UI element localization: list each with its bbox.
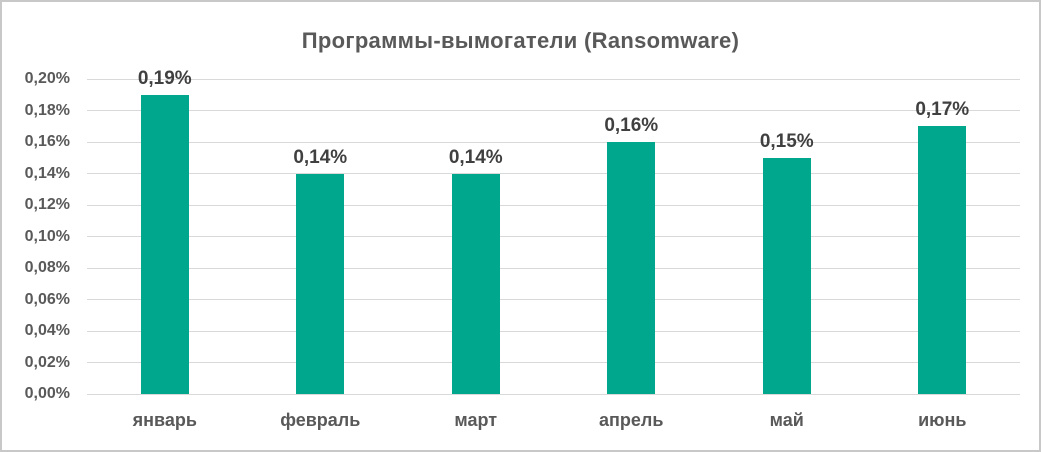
bar-февраль [296,173,345,394]
x-tick-label-май: май [769,410,804,430]
bar-slot-июнь: 0,17% [865,79,1021,394]
bar-апрель [607,142,656,394]
x-tick-label-июнь: июнь [918,410,967,430]
y-tick-label: 0,12% [24,196,70,213]
gridline [87,204,1020,206]
bar-slot-апрель: 0,16% [554,79,710,394]
y-axis: 0,20% 0,18% 0,16% 0,14% 0,12% 0,10% 0,08% 0,06%… [2,70,70,402]
y-tick-label: 0,14% [24,164,70,182]
gridline [87,362,1020,363]
gridline [87,173,1020,174]
gridline [87,267,1020,269]
gridline [87,236,1020,237]
x-tick-label-январь: январь [132,410,197,430]
x-tick-label-февраль: февраль [280,410,361,430]
y-tick-label: 0,18% [24,101,70,119]
x-tick-label-апрель: апрель [599,410,664,430]
bar-июнь [918,126,967,394]
gridline [87,78,1020,80]
x-tick-label-март: март [454,410,498,430]
y-tick-label: 0,20% [24,70,70,87]
bar-январь [140,94,189,394]
y-tick-label: 0,16% [24,133,70,150]
y-tick-label: 0,10% [24,227,70,245]
gridline [87,393,1020,395]
bar-value-label: 0,14% [293,146,348,168]
bar-slot-январь: 0,19% [87,69,243,394]
bar-value-label: 0,15% [759,130,814,152]
bar-value-label: 0,19% [137,67,192,89]
plot-area: 0,19% 0,14% 0,14% 0,16% 0,15% 0,17% [87,69,1021,395]
y-tick-label: 0,02% [24,353,70,371]
bar-slot-март: 0,14% [398,79,554,394]
bar-slot-май: 0,15% [709,79,865,394]
bar-value-label: 0,14% [448,146,503,168]
chart-title: Программы-вымогатели (Ransomware) [301,28,740,53]
bar-value-label: 0,17% [915,99,970,121]
bar-value-label: 0,16% [604,115,659,136]
gridline [87,330,1020,332]
y-tick-label: 0,04% [24,322,70,339]
x-axis: январь февраль март апрель май июнь [87,410,1020,431]
gridline [87,110,1020,111]
y-tick-label: 0,00% [24,385,70,402]
bars-container: 0,19% 0,14% 0,14% 0,16% 0,15% 0,17% [87,69,1021,394]
bar-slot-февраль: 0,14% [243,79,399,394]
bar-март [451,173,500,394]
gridline [87,299,1020,300]
gridline [87,141,1020,143]
bar-май [762,157,811,394]
y-tick-label: 0,08% [24,259,70,276]
y-tick-label: 0,06% [24,290,70,308]
